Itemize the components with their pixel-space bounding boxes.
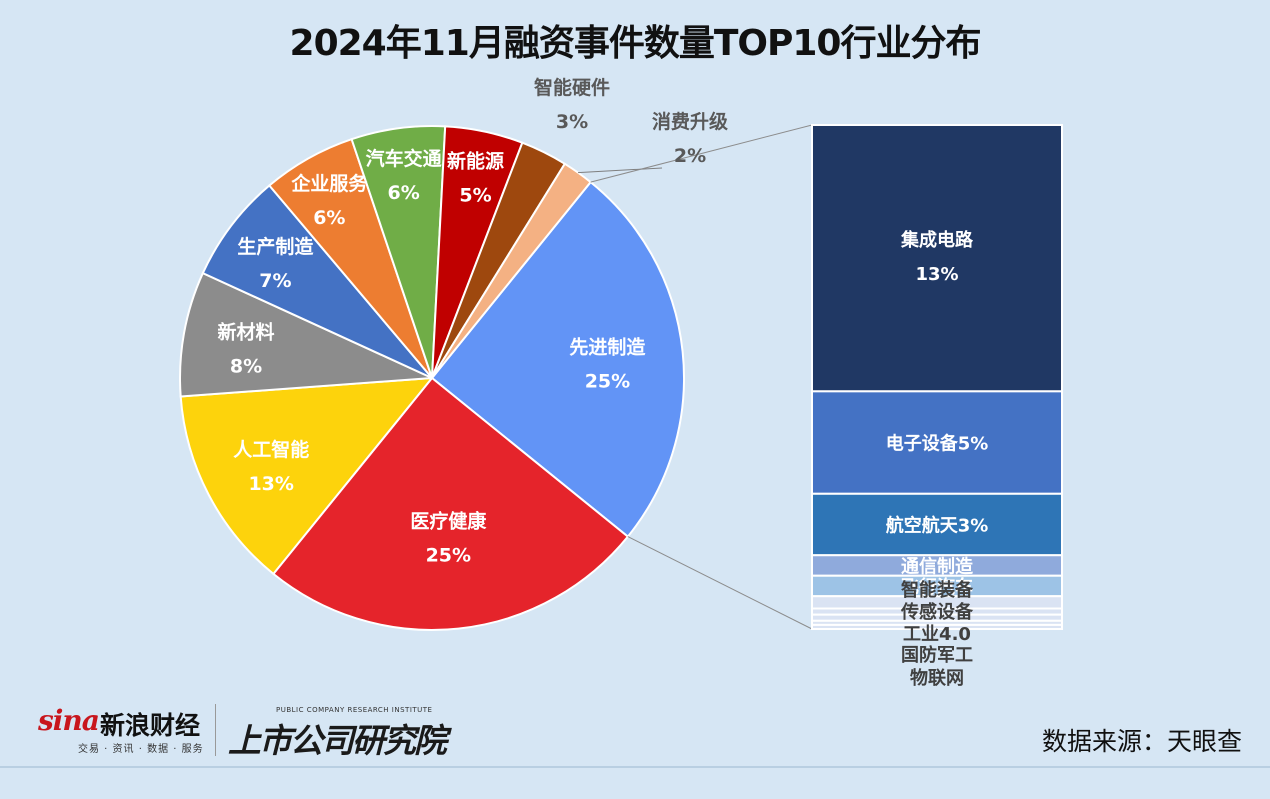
pie-slice-1 [430, 180, 686, 538]
bar-label-1-1: 集成电路 [900, 229, 974, 251]
pie-value-9: 3% [556, 111, 588, 133]
sina-finance-logo: sina 新浪财经 交易 · 资讯 · 数据 · 服务 [28, 700, 218, 760]
pie-label-2: 医疗健康 [410, 509, 487, 532]
pie-value-10: 2% [674, 145, 706, 167]
bar-frame [811, 124, 1063, 630]
leader-line [577, 167, 663, 174]
pie-label-3: 人工智能 [233, 438, 309, 461]
data-labels: 先进制造 25% 医疗健康 25% 人工智能 13% 新材料 8% 生产制造 7% 企业服务 6% 汽车… [217, 76, 988, 689]
pie-label-1: 先进制造 [569, 336, 646, 359]
logo-divider [215, 704, 216, 756]
pie-value-4: 8% [230, 356, 262, 378]
bar-label-6: 智能装备 [901, 579, 974, 601]
bar-label-7: 传感设备 [900, 601, 974, 623]
institute-chinese-name: 上市公司研究院 [228, 721, 447, 760]
chart-title: 2024年11月融资事件数量TOP10行业分布 [289, 23, 982, 64]
sina-wordmark: sina [38, 704, 100, 737]
institute-english-name: PUBLIC COMPANY RESEARCH INSTITUTE [276, 706, 433, 714]
bar-label-1-2: 13% [915, 264, 958, 285]
pie-label-6: 企业服务 [290, 172, 368, 195]
sina-finance-name: 新浪财经 [100, 711, 201, 740]
pie-value-8: 5% [459, 184, 491, 206]
pie-slice-4 [179, 271, 433, 398]
data-source-note: 数据来源：天眼查 [1041, 727, 1242, 756]
bar-label-2: 电子设备5% [886, 433, 989, 455]
pie-label-7: 汽车交通 [366, 147, 443, 170]
bar-label-9: 国防军工 [901, 644, 973, 666]
pie-slice-5 [201, 184, 433, 379]
pie-slice-3 [179, 376, 435, 576]
connector-lines [577, 124, 813, 630]
bar-label-4: 通信制造 [901, 555, 973, 577]
pie-value-5: 7% [259, 270, 291, 292]
bar-label-5: 飞行汽车 [901, 576, 973, 598]
connector-line-top [590, 124, 813, 183]
stacked-bar-chart [811, 124, 1063, 631]
sina-tagline: 交易 · 资讯 · 数据 · 服务 [78, 744, 204, 755]
pie-value-6: 6% [313, 207, 345, 229]
pie-value-2: 25% [426, 544, 471, 566]
pie-value-1: 25% [585, 371, 630, 393]
connector-line-bottom [627, 536, 813, 630]
bar-segment-1 [811, 124, 1063, 393]
pie-chart [179, 125, 686, 632]
pie-label-4: 新材料 [217, 321, 274, 344]
pie-slice-2 [272, 376, 630, 632]
research-institute-logo: PUBLIC COMPANY RESEARCH INSTITUTE 上市公司研究… [228, 700, 488, 760]
pie-label-10: 消费升级 [652, 110, 728, 133]
bar-label-3: 航空航天3% [886, 515, 989, 537]
pie-label-5: 生产制造 [237, 235, 314, 258]
pie-value-7: 6% [387, 182, 419, 204]
bar-label-10: 物联网 [910, 667, 964, 689]
pie-value-3: 13% [248, 473, 293, 495]
pie-label-9: 智能硬件 [534, 76, 610, 99]
pie-label-8: 新能源 [447, 149, 504, 172]
footer-divider [0, 766, 1270, 768]
bar-label-8: 工业4.0 [903, 624, 971, 645]
